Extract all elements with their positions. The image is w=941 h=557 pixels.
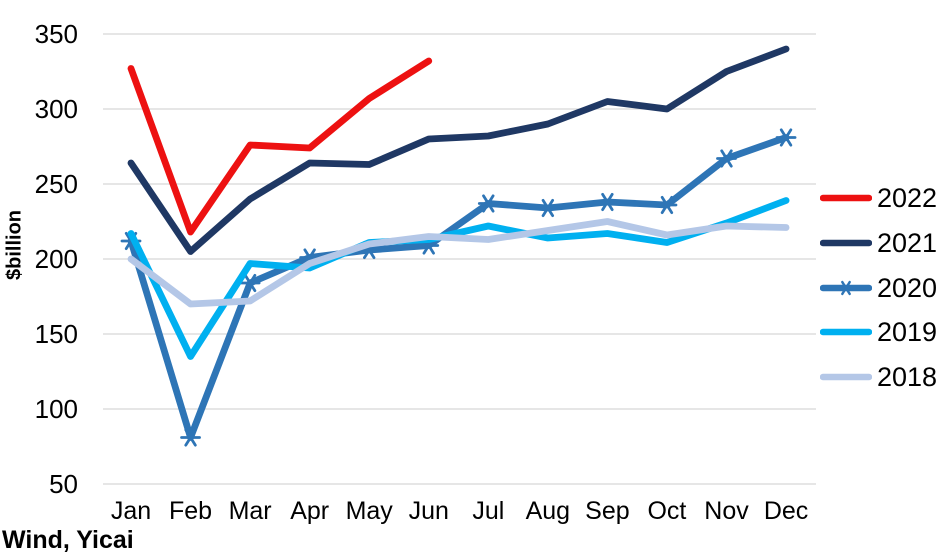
legend: 2022 2021 2020 2019 2018 [820, 0, 941, 557]
series-marker-asterisk-icon [779, 128, 793, 147]
series-line-2021 [127, 45, 790, 255]
series-marker-asterisk-icon [541, 198, 555, 218]
y-tick-label: 300 [35, 94, 78, 124]
legend-item-2022: 2022 [820, 183, 937, 213]
series-line-2019 [127, 197, 790, 360]
legend-item-2021: 2021 [820, 228, 937, 258]
legend-label: 2018 [877, 362, 938, 393]
x-tick-label: Feb [169, 497, 212, 525]
legend-swatch-2019 [820, 329, 872, 336]
series-line-2018 [127, 218, 790, 308]
series-marker-asterisk-icon [660, 195, 674, 215]
legend-item-2019: 2019 [820, 317, 937, 347]
legend-label: 2020 [877, 272, 938, 303]
series-marker-asterisk-icon [601, 192, 614, 212]
x-tick-label: Jul [472, 497, 504, 525]
x-tick-label: Sep [585, 497, 629, 525]
y-tick-label: 150 [35, 319, 78, 349]
x-tick-label: Dec [764, 497, 808, 525]
x-tick-label: Jan [111, 497, 151, 525]
x-tick-label: Oct [647, 497, 686, 525]
y-tick-label: 250 [35, 169, 78, 199]
legend-item-2020: 2020 [820, 273, 937, 303]
x-tick-label: Aug [526, 497, 570, 525]
x-tick-label: May [346, 497, 394, 525]
legend-swatch-2022 [820, 194, 872, 202]
y-axis-title: $billion [3, 210, 26, 280]
y-tick-label: 50 [49, 469, 78, 499]
legend-swatch-2018 [820, 373, 872, 381]
series-line-2022 [127, 57, 433, 236]
y-tick-label: 350 [35, 19, 78, 49]
series-marker-asterisk-icon [184, 428, 197, 447]
series-marker-asterisk-icon [482, 194, 495, 213]
x-tick-label: Jun [409, 497, 449, 525]
legend-swatch-2020 [820, 280, 872, 295]
legend-label: 2021 [877, 227, 938, 258]
legend-item-2018: 2018 [820, 362, 937, 392]
series-line-2020 [127, 134, 790, 441]
x-tick-label: Apr [290, 497, 329, 525]
series-marker-asterisk-icon [841, 280, 851, 295]
legend-label: 2019 [877, 317, 938, 348]
source-label: Wind, Yicai [2, 526, 134, 554]
y-tick-label: 100 [35, 394, 78, 424]
series-marker-asterisk-icon [720, 149, 733, 168]
legend-label: 2022 [877, 183, 938, 213]
legend-swatch-2021 [820, 239, 872, 247]
x-tick-label: Nov [704, 497, 749, 525]
series-marker-asterisk-icon [243, 273, 257, 293]
y-tick-label: 200 [35, 244, 78, 274]
x-tick-label: Mar [229, 497, 272, 525]
